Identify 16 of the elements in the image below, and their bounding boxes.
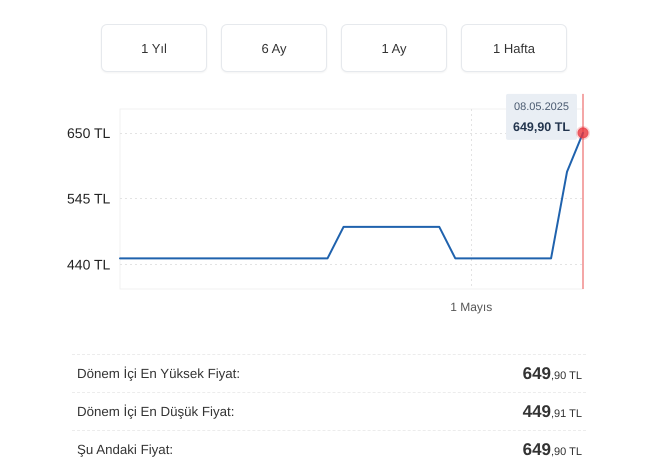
y-tick-label: 545 TL xyxy=(67,190,111,207)
text: Dönem İçi En Düşük Fiyat: xyxy=(77,404,234,419)
period-button: 1 Ay xyxy=(341,24,447,72)
annotation: 649,90 TL xyxy=(513,120,570,134)
period-button: 1 Yıl xyxy=(101,24,207,72)
text: 649,90 TL xyxy=(522,364,582,384)
text: 449,91 TL xyxy=(522,402,582,422)
annotation: 08.05.2025 xyxy=(514,100,570,113)
text: 649,90 TL xyxy=(522,440,582,460)
x-tick-label: 1 Mayıs xyxy=(450,300,492,314)
period-button: 6 Ay xyxy=(221,24,327,72)
text: Şu Andaki Fiyat: xyxy=(77,442,174,457)
period-button: 1 Hafta xyxy=(461,24,567,72)
text: Dönem İçi En Yüksek Fiyat: xyxy=(77,366,240,381)
y-tick-label: 440 TL xyxy=(67,256,111,273)
y-tick-label: 650 TL xyxy=(67,124,111,141)
